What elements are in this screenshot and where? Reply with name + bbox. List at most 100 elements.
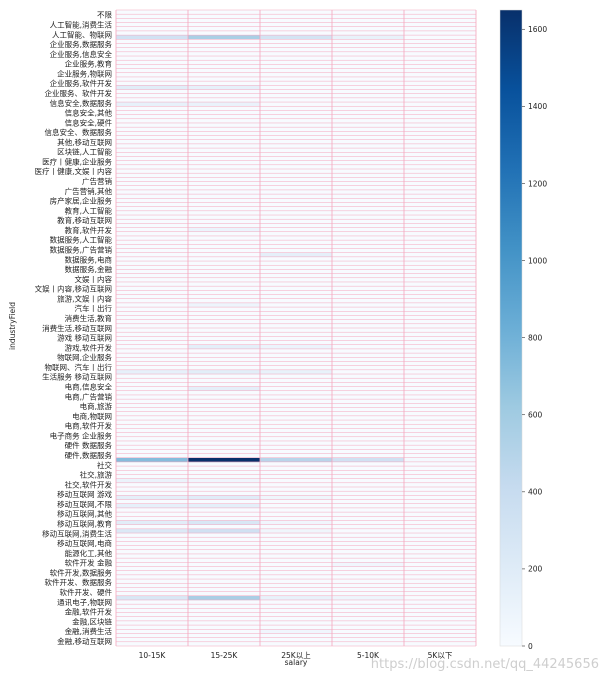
heatmap-cell [332,562,404,567]
colorbar-tick-label: 800 [528,333,543,342]
heatmap-cell [260,344,332,350]
y-tick-label: 人工智能,消费生活 [50,19,113,29]
y-tick-label: 消费生活,移动互联网 [42,323,112,333]
heatmap-gridlines [115,9,477,647]
heatmap-cell [116,495,188,500]
y-tick-label: 金融,移动互联网 [57,636,112,646]
y-tick-label: 移动互联网,教育 [57,518,112,528]
y-tick-label: 文娱丨内容,移动互联网 [35,284,112,294]
heatmap-cell [188,35,260,40]
heatmap-cell [188,302,260,308]
watermark: https://blog.csdn.net/qq_44245656 [370,657,599,672]
colorbar-tick-label: 1400 [528,102,547,111]
heatmap-cell [188,85,260,90]
y-tick-label: 物联网,企业服务 [57,352,112,362]
heatmap-cell [116,85,188,90]
heatmap-cell [332,457,404,463]
colorbar-tick-label: 1600 [528,25,547,34]
heatmap-cell [404,457,476,463]
heatmap-cell [188,503,260,509]
y-tick-label: 移动互联网 游戏 [57,489,112,499]
y-tick-label: 金融,软件开发 [65,607,113,617]
y-tick-label: 游戏,软件开发 [65,342,113,352]
y-tick-label: 金融,区块链 [72,616,112,626]
heatmap-cell [116,457,188,463]
heatmap-cell [260,252,332,258]
y-tick-label: 房产家居,企业服务 [50,196,113,206]
heatmap-cell [116,520,188,525]
heatmap-cell [116,478,188,484]
y-tick-label: 教育,人工智能 [65,205,113,215]
x-axis-title: salary [285,658,308,667]
heatmap-cell [116,35,188,40]
y-tick-label: 社交,旅游 [80,470,113,480]
y-tick-label: 数据服务,人工智能 [50,235,113,245]
y-tick-label: 电商,广告营销 [65,391,113,401]
x-tick-label: 15-25K [211,651,239,660]
heatmap-cell [188,520,260,525]
x-tick-label: 25K以上 [281,651,311,660]
colorbar-tick-label: 400 [528,488,543,497]
heatmap-cell [188,495,260,500]
y-tick-label: 通讯电子,物联网 [57,597,112,607]
y-tick-label: 信息安全,硬件 [65,117,113,127]
y-tick-label: 企业服务、软件开发 [45,88,113,98]
y-tick-label: 广告营销,其他 [65,186,113,196]
y-tick-label: 移动互联网,电商 [57,538,112,548]
heatmap-cell [116,595,188,601]
y-tick-label: 能源化工,其他 [65,548,113,558]
heatmap-cell [332,595,404,601]
heatmap-cell [188,595,260,601]
y-tick-label: 信息安全,数据服务 [50,98,113,108]
y-tick-label: 企业服务,教育 [65,59,113,69]
colorbar [499,9,523,647]
heatmap-cell [260,528,332,534]
y-tick-label: 电商,旅游 [80,401,113,411]
y-tick-label: 医疗丨健康,文娱丨内容 [35,166,113,176]
y-tick-label: 电商,软件开发 [65,421,113,431]
heatmap-cell [116,503,188,509]
heatmap-cell [188,478,260,484]
y-tick-label: 社交,软件开发 [65,479,113,489]
y-tick-label: 物联网、汽车丨出行 [45,362,113,372]
y-tick-label: 硬件,数据服务 [65,450,113,460]
y-tick-label: 不限 [97,11,112,20]
heatmap-cell [332,35,404,40]
y-tick-label: 广告营销 [82,176,112,186]
heatmap-cell [188,102,260,107]
heatmap-cell [188,457,260,463]
y-tick-label: 消费生活,教育 [65,313,113,323]
y-tick-label: 数据服务,金融 [65,264,113,274]
heatmap-cell [260,595,332,601]
heatmap-cell [188,227,260,232]
y-tick-label: 信息安全、数据服务 [45,127,113,137]
heatmap-cell [188,369,260,375]
y-tick-label: 医疗丨健康,企业服务 [42,156,112,166]
colorbar-tick-label: 200 [528,565,543,574]
y-tick-label: 文娱丨内容 [75,274,113,284]
y-tick-label: 生活服务 移动互联网 [42,372,112,382]
heatmap-cell [116,102,188,107]
heatmap-cell [260,495,332,500]
y-tick-label: 电子商务 企业服务 [50,430,113,440]
y-tick-label: 区块链,人工智能 [57,147,112,157]
y-tick-label: 金融,消费生活 [65,626,113,636]
y-tick-label: 教育,移动互联网 [57,215,112,225]
heatmap-cell [188,528,260,534]
heatmap-cell [260,369,332,375]
y-tick-label: 社交 [97,460,112,470]
y-tick-label: 企业服务,数据服务 [50,39,113,49]
heatmap-cell [116,528,188,534]
y-tick-labels: 不限人工智能,消费生活人工智能、物联网企业服务,数据服务企业服务,信息安全企业服… [35,11,113,646]
y-tick-label: 移动互联网,不限 [57,499,112,509]
y-tick-label: 企业服务,软件开发 [50,78,113,88]
y-tick-label: 移动互联网,其他 [57,509,112,519]
y-tick-label: 企业服务,物联网 [57,68,112,78]
heatmap-cell [260,629,332,634]
y-tick-label: 移动互联网,消费生活 [42,528,112,538]
y-tick-label: 软件开发 金融 [65,558,113,568]
heatmap-cell [188,344,260,350]
heatmap-cell [260,457,332,463]
y-tick-label: 旅游,文娱丨内容 [57,293,112,303]
